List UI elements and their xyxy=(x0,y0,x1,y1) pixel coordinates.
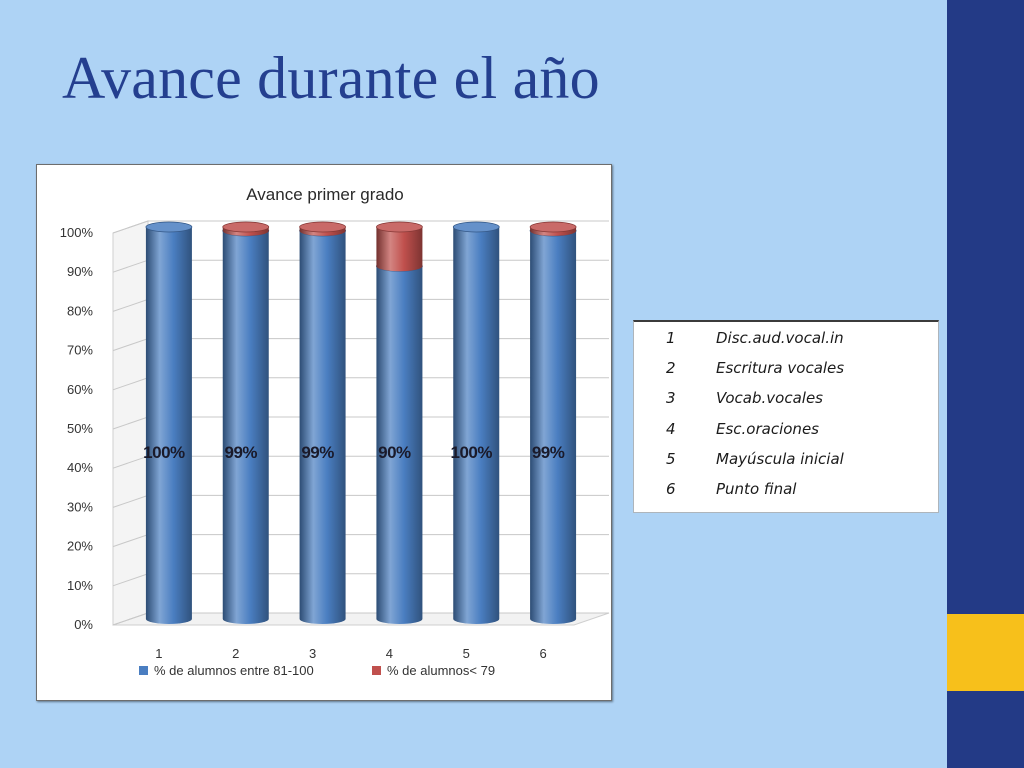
y-tick-label: 100% xyxy=(60,225,94,240)
chart-frame: 0% 10% 20% 30% 40% 50% 60% 70% 80% 90% 100% 1 2 3 4 5 6… xyxy=(36,164,612,701)
x-tick-label: 6 xyxy=(539,646,546,661)
y-tick-label: 10% xyxy=(67,578,93,593)
y-tick-label: 90% xyxy=(67,264,93,279)
bar-segment xyxy=(376,227,423,272)
bar-segment xyxy=(530,230,577,625)
legend-table-label: Mayúscula inicial xyxy=(716,449,844,468)
bar-cap xyxy=(222,221,270,233)
legend-table-number: 3 xyxy=(666,389,676,408)
data-label: 99% xyxy=(532,443,565,462)
y-tick-label: 30% xyxy=(67,499,93,514)
legend-table-row: 6 Punto final xyxy=(634,476,938,506)
legend-swatch xyxy=(139,666,148,675)
x-tick-label: 1 xyxy=(155,646,162,661)
chart-title: Avance primer grado xyxy=(246,185,404,204)
gridline xyxy=(112,220,609,234)
x-tick-label: 3 xyxy=(309,646,316,661)
bar-cap xyxy=(376,221,423,233)
legend-table-row: 3 Vocab.vocales xyxy=(634,385,938,415)
x-tick-label: 5 xyxy=(463,646,470,661)
y-tick-label: 50% xyxy=(67,421,93,436)
bar-segment xyxy=(299,230,346,625)
data-label: 99% xyxy=(224,443,257,462)
progress-chart: 0% 10% 20% 30% 40% 50% 60% 70% 80% 90% 100% 1 2 3 4 5 6… xyxy=(60,185,610,678)
legend-table-row: 4 Esc.oraciones xyxy=(634,416,938,446)
legend-table-label: Esc.oraciones xyxy=(716,419,819,438)
legend-table-number: 2 xyxy=(666,359,676,378)
legend-table-number: 4 xyxy=(666,419,676,438)
legend-label: % de alumnos entre 81-100 xyxy=(154,663,314,678)
y-axis-ticks: 0% 10% 20% 30% 40% 50% 60% 70% 80% 90% 100% xyxy=(60,225,94,632)
legend-table-label: Punto final xyxy=(716,480,797,498)
legend-label: % de alumnos< 79 xyxy=(387,663,495,678)
legend-table-label: Vocab.vocales xyxy=(716,389,823,408)
data-label: 99% xyxy=(301,443,334,462)
y-tick-label: 0% xyxy=(74,617,93,632)
legend-table-label: Disc.aud.vocal.in xyxy=(716,329,844,347)
x-tick-label: 4 xyxy=(386,646,393,661)
y-tick-label: 20% xyxy=(67,539,93,554)
bar-cap xyxy=(299,221,346,233)
y-tick-label: 80% xyxy=(67,303,93,318)
bar-cap xyxy=(145,221,193,233)
legend-table-row: 1 Disc.aud.vocal.in xyxy=(634,325,938,355)
legend-table-row: 2 Escritura vocales xyxy=(634,355,938,385)
bar-cap xyxy=(529,221,577,233)
slide-title: Avance durante el año xyxy=(62,45,600,111)
legend-table-label: Escritura vocales xyxy=(716,359,845,378)
bar-cap xyxy=(452,221,500,233)
bar-segment xyxy=(222,230,269,625)
data-label: 90% xyxy=(378,443,411,462)
y-tick-label: 70% xyxy=(67,343,93,358)
legend-table-number: 5 xyxy=(666,449,676,468)
data-label: 100% xyxy=(451,443,493,462)
side-accent-block xyxy=(947,614,1024,691)
legend-table-row: 5 Mayúscula inicial xyxy=(634,446,938,476)
data-labels: 100% 99% 99% 90% 100% 99% xyxy=(143,443,565,462)
bar-segment xyxy=(376,266,423,624)
bar-segment xyxy=(453,227,500,624)
x-axis-ticks: 1 2 3 4 5 6 xyxy=(155,646,546,661)
legend-table-number: 6 xyxy=(666,480,676,498)
category-legend-table: 1 Disc.aud.vocal.in 2 Escritura vocales 3 Voc… xyxy=(633,320,939,513)
bar-segment xyxy=(145,227,192,624)
y-tick-label: 40% xyxy=(67,460,93,475)
y-tick-label: 60% xyxy=(67,382,93,397)
chart-legend: % de alumnos entre 81-100 % de alumnos< 7… xyxy=(139,663,495,678)
legend-table-number: 1 xyxy=(666,329,676,347)
x-tick-label: 2 xyxy=(232,646,239,661)
legend-swatch xyxy=(372,666,381,675)
data-label: 100% xyxy=(143,443,185,462)
chart-bars xyxy=(145,221,577,625)
